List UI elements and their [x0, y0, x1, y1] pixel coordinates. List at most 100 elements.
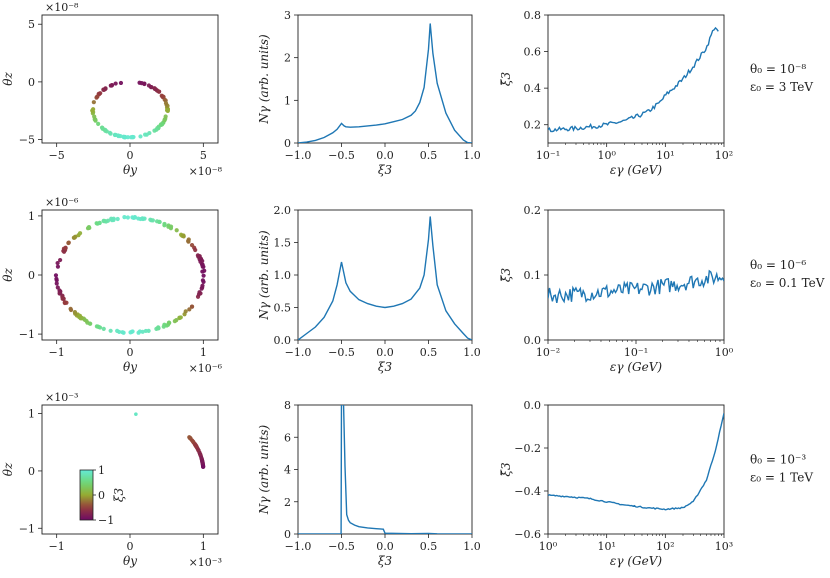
scatter-point: [189, 304, 195, 309]
scatter-point: [118, 80, 124, 86]
row-label-energy: ε₀ = 1 TeV: [750, 471, 813, 485]
colorbar-label: ξ3: [112, 488, 126, 503]
scatter-point: [55, 260, 60, 266]
scatter-point: [125, 215, 130, 220]
scatter-point: [157, 219, 162, 225]
y-tick-label: 1.5: [274, 237, 292, 250]
x-tick-label: 1.0: [463, 346, 481, 359]
x-tick-label: 10³: [715, 540, 733, 553]
scatter-point: [142, 81, 147, 87]
x-axis-label: ξ3: [378, 360, 393, 374]
scatter-point: [168, 224, 174, 229]
x-axis-label: θy: [123, 360, 137, 374]
y-scale-label: ×10⁻³: [45, 391, 78, 404]
y-axis-label: Nγ (arb. units): [257, 230, 271, 321]
x-tick-label: −5: [49, 149, 65, 162]
y-tick-label: 1: [28, 408, 35, 421]
y-axis-label: θz: [1, 462, 15, 476]
mean-xi-line: [548, 413, 724, 511]
y-axis-label: Nγ (arb. units): [257, 34, 271, 125]
scatter-point: [200, 278, 205, 283]
y-tick-label: 0.1: [524, 269, 542, 282]
scatter-point: [190, 438, 195, 443]
scatter-point: [143, 328, 148, 334]
scatter-point: [159, 122, 164, 127]
scatter-point: [136, 216, 141, 221]
y-tick-label: 2: [284, 496, 291, 509]
row-label-energy: ε₀ = 0.1 TeV: [750, 276, 825, 290]
scatter-point: [115, 328, 120, 333]
scatter-point: [163, 101, 169, 106]
x-tick-label: 0.5: [420, 346, 438, 359]
scatter-point: [73, 311, 78, 316]
y-scale-label: ×10⁻⁸: [45, 1, 79, 14]
scatter-point: [174, 228, 179, 233]
y-tick-label: 1: [284, 94, 291, 107]
x-axis-label: εγ (GeV): [610, 360, 662, 374]
y-axis-label: ξ̄3: [499, 268, 513, 283]
scatter-point: [138, 134, 143, 139]
scatter-point: [103, 86, 108, 91]
y-tick-label: 1: [28, 210, 35, 223]
y-tick-label: 8: [284, 399, 291, 412]
scatter-point: [108, 83, 113, 88]
y-tick-label: 6: [284, 431, 291, 444]
x-axis-label: θy: [123, 163, 137, 177]
x-tick-label: −0.5: [328, 149, 355, 162]
x-tick-label: −1: [49, 540, 65, 553]
scatter-point: [165, 108, 170, 113]
scatter-point: [196, 447, 201, 452]
y-axis-label: θz: [1, 268, 15, 282]
y-tick-label: 0.0: [274, 334, 292, 347]
scatter-point: [86, 224, 92, 230]
y-tick-label: 5: [28, 18, 35, 31]
scatter-point: [159, 93, 164, 98]
scatter-point: [77, 313, 82, 318]
scatter-point: [95, 94, 100, 99]
x-tick-label: −1: [49, 346, 65, 359]
y-tick-label: 0.0: [524, 334, 542, 347]
scatter-point: [61, 249, 67, 254]
scatter-point: [201, 273, 206, 278]
x-tick-label: 1.0: [463, 540, 481, 553]
y-tick-label: 2: [284, 52, 291, 65]
scatter-point: [113, 81, 118, 86]
x-tick-label: 0.0: [376, 346, 394, 359]
axes-frame: [547, 209, 725, 341]
y-tick-label: 0: [28, 465, 35, 478]
y-axis-label: Nγ (arb. units): [257, 425, 271, 516]
scatter-point: [200, 459, 205, 465]
scatter-point: [132, 215, 137, 220]
x-tick-label: 10⁰: [597, 149, 616, 162]
x-axis-label: εγ (GeV): [610, 554, 662, 568]
x-tick-label: 0.0: [376, 540, 394, 553]
axes-frame: [297, 404, 473, 535]
x-tick-label: 5: [200, 149, 207, 162]
x-axis-label: ξ3: [378, 163, 393, 177]
x-tick-label: 0.5: [420, 540, 438, 553]
scatter-point: [154, 127, 159, 132]
row-label-theta: θ₀ = 10⁻³: [750, 453, 806, 467]
scatter-point: [201, 264, 206, 269]
scatter-point: [162, 221, 167, 227]
axes-frame: [41, 404, 219, 535]
scatter-point: [172, 319, 177, 324]
scatter-point: [140, 216, 146, 222]
mean-xi-line: [548, 269, 724, 304]
row-label-theta: θ₀ = 10⁻⁶: [750, 258, 806, 272]
scatter-point: [201, 464, 206, 469]
y-tick-label: 0: [28, 76, 35, 89]
y-axis-label: θz: [1, 72, 15, 86]
scatter-point: [181, 233, 186, 238]
x-tick-label: 0: [127, 149, 134, 162]
scatter-point: [144, 132, 149, 137]
y-tick-label: 3: [284, 9, 291, 22]
colorbar-tick-label: −1: [98, 514, 114, 527]
distribution-line: [298, 405, 472, 534]
y-tick-label: −0.2: [514, 442, 541, 455]
scatter-point: [200, 283, 205, 288]
scatter-point: [187, 307, 192, 312]
scatter-point: [62, 300, 67, 306]
scatter-point: [196, 292, 202, 297]
scatter-point: [92, 114, 97, 119]
